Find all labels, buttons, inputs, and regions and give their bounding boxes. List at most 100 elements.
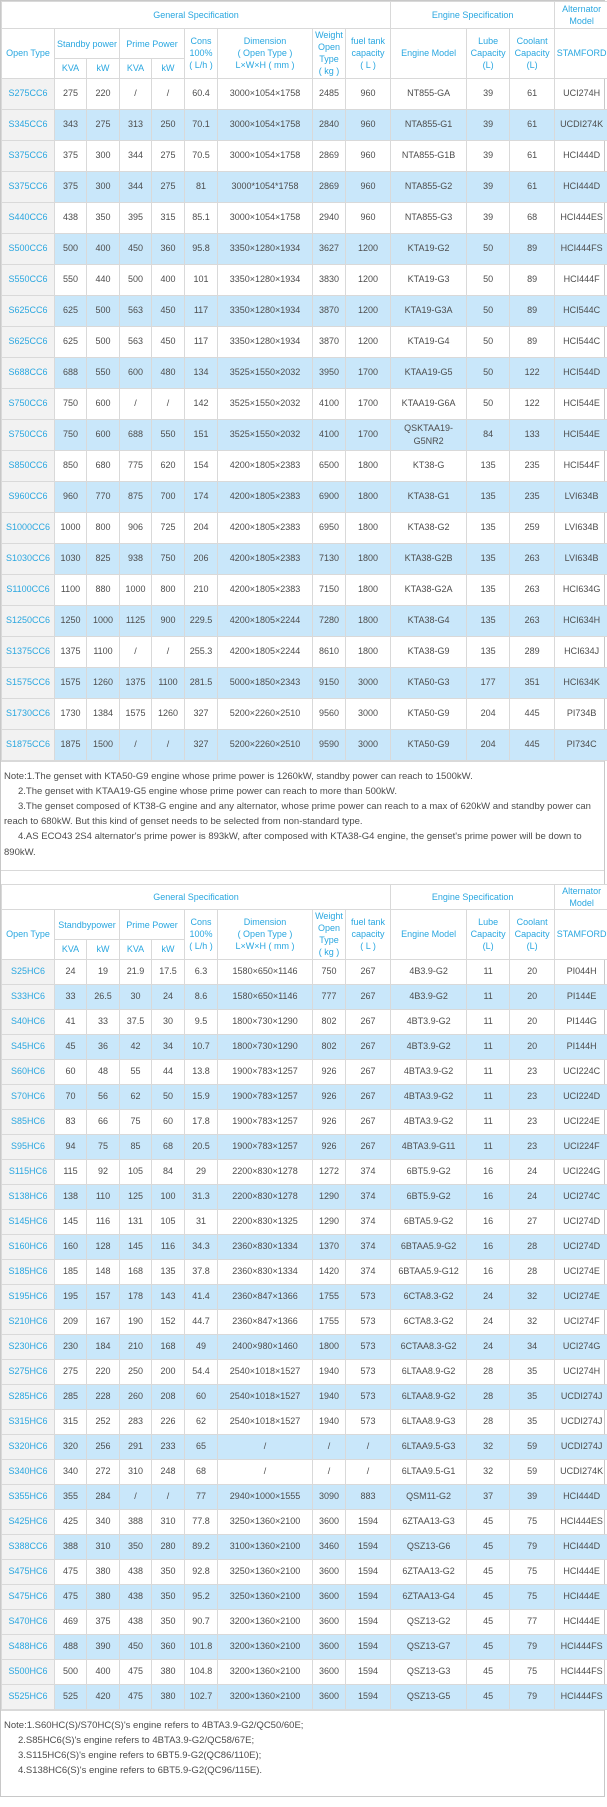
data-cell: 600 [86, 418, 120, 451]
model-link[interactable]: S40HC6 [1, 1008, 55, 1035]
model-link[interactable]: S1875CC6 [1, 728, 55, 761]
data-cell: 1375 [54, 635, 87, 668]
table-row: S25HC6 24 19 21.9 17.5 6.3 1580×650×1146 750 267… [1, 958, 607, 985]
model-link[interactable]: S33HC6 [1, 983, 55, 1010]
model-link[interactable]: S500CC6 [1, 232, 55, 265]
model-link[interactable]: S750CC6 [1, 387, 55, 420]
model-link[interactable]: S115HC6 [1, 1158, 55, 1185]
model-link[interactable]: S1730CC6 [1, 697, 55, 730]
data-cell: 11 [466, 1058, 511, 1085]
model-link[interactable]: S138HC6 [1, 1183, 55, 1210]
model-link[interactable]: S275CC6 [1, 77, 55, 110]
model-link[interactable]: S315HC6 [1, 1408, 55, 1435]
model-link[interactable]: S25HC6 [1, 958, 55, 985]
group-header-general: General Specification [0, 1, 392, 29]
data-cell: 2940 [312, 201, 346, 234]
data-cell: 360 [151, 232, 185, 265]
data-cell: UCI274H [554, 1358, 607, 1385]
note-line: Note:1.The genset with KTA50-G9 engine w… [4, 770, 473, 782]
data-cell: 66 [86, 1108, 120, 1135]
model-link[interactable]: S388CC6 [1, 1533, 55, 1560]
model-link[interactable]: S375CC6 [1, 170, 55, 203]
model-link[interactable]: S1575CC6 [1, 666, 55, 699]
model-link[interactable]: S850CC6 [1, 449, 55, 482]
data-cell: 235 [509, 480, 556, 513]
model-link[interactable]: S195HC6 [1, 1283, 55, 1310]
model-link[interactable]: S355HC6 [1, 1483, 55, 1510]
data-cell: 390 [86, 1633, 120, 1660]
model-link[interactable]: S285HC6 [1, 1383, 55, 1410]
model-link[interactable]: S210HC6 [1, 1308, 55, 1335]
data-cell: 2200×830×1278 [217, 1158, 313, 1185]
table-row: S230HC6 230 184 210 168 49 2400×980×1460 1800 57… [1, 1333, 607, 1360]
data-cell: 100 [151, 1183, 185, 1210]
data-cell: 3460 [312, 1533, 346, 1560]
model-link[interactable]: S375CC6 [1, 139, 55, 172]
model-link[interactable]: S425HC6 [1, 1508, 55, 1535]
col-header-open-type: Open Type [1, 908, 55, 960]
data-cell: 50 [466, 263, 511, 296]
model-link[interactable]: S345CC6 [1, 108, 55, 141]
data-cell: 1700 [344, 356, 392, 389]
data-cell: HCI444F [554, 263, 607, 296]
model-link[interactable]: S1375CC6 [1, 635, 55, 668]
model-link[interactable]: S475HC6 [1, 1583, 55, 1610]
model-link[interactable]: S750CC6 [1, 418, 55, 451]
data-cell: 49 [184, 1333, 218, 1360]
model-link[interactable]: S960CC6 [1, 480, 55, 513]
data-cell: 45 [466, 1583, 511, 1610]
model-link[interactable]: S470HC6 [1, 1608, 55, 1635]
model-link[interactable]: S185HC6 [1, 1258, 55, 1285]
table-row: S475HC6 475 380 438 350 95.2 3250×1360×2100 360… [1, 1583, 607, 1610]
model-link[interactable]: S60HC6 [1, 1058, 55, 1085]
data-cell: 351 [509, 666, 556, 699]
model-link[interactable]: S440CC6 [1, 201, 55, 234]
model-link[interactable]: S45HC6 [1, 1033, 55, 1060]
model-link[interactable]: S230HC6 [1, 1333, 55, 1360]
model-link[interactable]: S688CC6 [1, 356, 55, 389]
model-link[interactable]: S85HC6 [1, 1108, 55, 1135]
model-link[interactable]: S70HC6 [1, 1083, 55, 1110]
table-row: S85HC6 83 66 75 60 17.8 1900×783×1257 926 267 4BT… [1, 1108, 607, 1135]
data-cell: 375 [54, 139, 87, 172]
model-link[interactable]: S1000CC6 [1, 511, 55, 544]
data-cell: 3000×1054×1758 [217, 108, 313, 141]
data-cell: 29 [184, 1158, 218, 1185]
data-cell: 310 [86, 1533, 120, 1560]
table-row: S625CC6 625 500 563 450 117 3350×1280×1934 3870… [1, 294, 607, 327]
table-row: S960CC6 960 770 875 700 174 4200×1805×2383 6900… [1, 480, 607, 513]
model-link[interactable]: S488HC6 [1, 1633, 55, 1660]
col-header-prime-power: Prime Power [119, 27, 185, 60]
model-link[interactable]: S340HC6 [1, 1458, 55, 1485]
model-link[interactable]: S625CC6 [1, 325, 55, 358]
model-link[interactable]: S160HC6 [1, 1233, 55, 1260]
table-header: General Specification Engine Specificati… [0, 883, 607, 960]
data-cell: QSM11-G2 [390, 1483, 468, 1510]
model-link[interactable]: S145HC6 [1, 1208, 55, 1235]
model-link[interactable]: S625CC6 [1, 294, 55, 327]
data-cell: 1580×650×1146 [217, 983, 313, 1010]
data-cell: 20 [509, 1033, 556, 1060]
model-link[interactable]: S1250CC6 [1, 604, 55, 637]
data-cell: 3200×1360×2100 [217, 1658, 313, 1685]
data-cell: 395 [119, 201, 152, 234]
model-link[interactable]: S500HC6 [1, 1658, 55, 1685]
data-cell: 45 [466, 1508, 511, 1535]
model-link[interactable]: S475HC6 [1, 1558, 55, 1585]
model-link[interactable]: S1030CC6 [1, 542, 55, 575]
model-link[interactable]: S550CC6 [1, 263, 55, 296]
data-cell: 135 [466, 542, 511, 575]
data-cell: UCI274E [554, 1258, 607, 1285]
data-cell: 138 [54, 1183, 87, 1210]
model-link[interactable]: S95HC6 [1, 1133, 55, 1160]
model-link[interactable]: S320HC6 [1, 1433, 55, 1460]
model-link[interactable]: S525HC6 [1, 1683, 55, 1710]
model-link[interactable]: S275HC6 [1, 1358, 55, 1385]
data-cell: 4BTA3.9-G2 [390, 1083, 468, 1110]
table-row: S1100CC6 1100 880 1000 800 210 4200×1805×2383 7… [1, 573, 607, 606]
model-link[interactable]: S1100CC6 [1, 573, 55, 606]
data-cell: 89 [509, 294, 556, 327]
data-cell: 750 [312, 958, 346, 985]
col-header-coolant-capacity: Coolant Capacity (L) [509, 908, 556, 960]
note-line: 4.AS ECO43 2S4 alternator's prime power … [4, 831, 582, 858]
